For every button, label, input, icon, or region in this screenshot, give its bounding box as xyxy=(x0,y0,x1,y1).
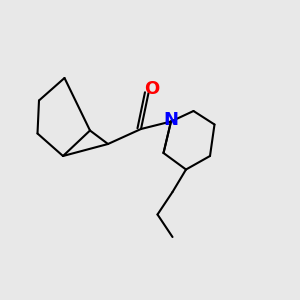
Text: N: N xyxy=(164,111,178,129)
Text: O: O xyxy=(145,80,160,98)
